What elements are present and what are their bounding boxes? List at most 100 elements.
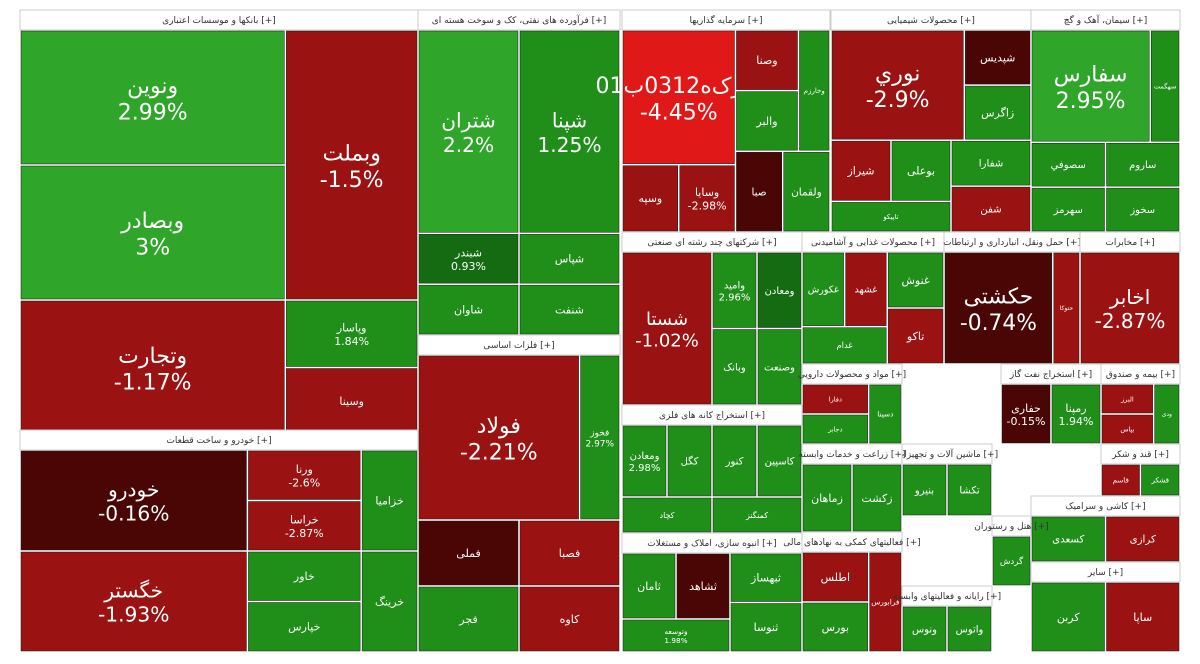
tile-15-2[interactable] bbox=[869, 384, 902, 444]
tile-3-0[interactable] bbox=[418, 355, 579, 520]
tile-3-5[interactable] bbox=[519, 586, 620, 652]
tile-19-2[interactable] bbox=[869, 552, 902, 652]
tile-0-3[interactable] bbox=[20, 300, 285, 435]
tile-19-0[interactable] bbox=[802, 552, 868, 602]
tile-6-0[interactable] bbox=[622, 425, 667, 497]
tile-1-1[interactable] bbox=[20, 551, 247, 652]
tile-8-3[interactable] bbox=[831, 140, 891, 201]
tile-4-2[interactable] bbox=[679, 165, 735, 232]
tile-23-1[interactable] bbox=[1106, 582, 1180, 652]
tile-16-0[interactable] bbox=[1101, 464, 1140, 496]
tile-6-2[interactable] bbox=[622, 497, 712, 533]
tile-6-3[interactable] bbox=[712, 425, 757, 497]
tile-1-7[interactable] bbox=[361, 551, 418, 652]
tile-22-0[interactable] bbox=[992, 536, 1031, 586]
tile-10-1[interactable] bbox=[845, 252, 887, 326]
tile-20-1[interactable] bbox=[947, 606, 992, 652]
tile-7-2[interactable] bbox=[622, 619, 730, 652]
tile-4-6[interactable] bbox=[736, 151, 782, 232]
tile-7-3[interactable] bbox=[730, 553, 802, 602]
tile-8-2[interactable] bbox=[965, 85, 1031, 140]
tile-9-5[interactable] bbox=[1106, 187, 1180, 232]
tile-11-0[interactable] bbox=[944, 252, 1053, 364]
tile-14-0[interactable] bbox=[1101, 384, 1153, 414]
tile-14-1[interactable] bbox=[1101, 414, 1153, 444]
sector-header[interactable] bbox=[621, 404, 803, 426]
sector-header[interactable] bbox=[1100, 363, 1181, 385]
tile-1-2[interactable] bbox=[248, 450, 361, 500]
tile-4-4[interactable] bbox=[736, 91, 798, 151]
sector-header[interactable] bbox=[1100, 443, 1181, 465]
tile-3-2[interactable] bbox=[418, 520, 519, 586]
tile-2-5[interactable] bbox=[519, 284, 620, 335]
tile-9-2[interactable] bbox=[1031, 142, 1105, 187]
tile-1-5[interactable] bbox=[248, 551, 361, 601]
tile-8-7[interactable] bbox=[951, 186, 1031, 232]
tile-6-1[interactable] bbox=[667, 425, 712, 497]
sector-header[interactable] bbox=[901, 585, 993, 607]
tile-0-1[interactable] bbox=[20, 165, 285, 300]
tile-8-1[interactable] bbox=[965, 30, 1031, 85]
tile-6-4[interactable] bbox=[757, 425, 802, 497]
tile-21-1[interactable] bbox=[1106, 516, 1180, 562]
tile-1-4[interactable] bbox=[361, 450, 418, 551]
tile-2-4[interactable] bbox=[519, 234, 620, 284]
tile-8-6[interactable] bbox=[951, 140, 1031, 186]
tile-1-0[interactable] bbox=[20, 450, 247, 551]
tile-0-0[interactable] bbox=[20, 30, 285, 165]
tile-3-4[interactable] bbox=[519, 520, 620, 586]
tile-3-1[interactable] bbox=[580, 355, 620, 520]
tile-15-1[interactable] bbox=[802, 414, 868, 444]
sector-header[interactable] bbox=[621, 9, 831, 31]
sector-header[interactable] bbox=[417, 9, 621, 31]
tile-18-1[interactable] bbox=[852, 464, 902, 532]
sector-header[interactable] bbox=[801, 531, 903, 553]
tile-5-2[interactable] bbox=[757, 252, 802, 328]
sector-header[interactable] bbox=[801, 363, 903, 385]
tile-5-1[interactable] bbox=[712, 252, 757, 328]
tile-9-4[interactable] bbox=[1106, 142, 1180, 187]
sector-header[interactable] bbox=[417, 334, 621, 356]
tile-11-1[interactable] bbox=[1053, 252, 1080, 364]
tile-7-0[interactable] bbox=[622, 553, 676, 619]
tile-8-0[interactable] bbox=[831, 30, 964, 140]
tile-10-2[interactable] bbox=[802, 327, 887, 364]
tile-16-1[interactable] bbox=[1141, 464, 1180, 496]
tile-21-0[interactable] bbox=[1031, 516, 1105, 562]
tile-6-5[interactable] bbox=[712, 497, 802, 533]
tile-2-3[interactable] bbox=[418, 284, 519, 335]
tile-20-0[interactable] bbox=[902, 606, 947, 652]
tile-17-1[interactable] bbox=[947, 464, 992, 516]
tile-7-4[interactable] bbox=[730, 603, 802, 652]
tile-1-6[interactable] bbox=[248, 602, 361, 652]
tile-0-4[interactable] bbox=[286, 300, 418, 367]
tile-5-0[interactable] bbox=[622, 252, 712, 405]
tile-4-1[interactable] bbox=[622, 165, 678, 232]
tile-18-0[interactable] bbox=[802, 464, 852, 532]
tile-4-7[interactable] bbox=[783, 151, 830, 232]
tile-15-0[interactable] bbox=[802, 384, 868, 414]
sector-header[interactable] bbox=[801, 443, 903, 465]
tile-4-5[interactable] bbox=[799, 30, 830, 151]
tile-10-4[interactable] bbox=[887, 308, 944, 364]
sector-header[interactable] bbox=[19, 429, 419, 451]
tile-8-4[interactable] bbox=[891, 140, 951, 201]
tile-10-3[interactable] bbox=[887, 252, 944, 308]
tile-8-5[interactable] bbox=[831, 202, 951, 232]
tile-13-1[interactable] bbox=[1051, 384, 1101, 444]
tile-0-2[interactable] bbox=[286, 30, 418, 300]
tile-12-0[interactable] bbox=[1080, 252, 1180, 364]
sector-header[interactable] bbox=[1030, 561, 1181, 583]
tile-3-3[interactable] bbox=[418, 586, 519, 652]
tile-2-0[interactable] bbox=[418, 30, 519, 233]
tile-5-4[interactable] bbox=[757, 329, 802, 405]
tile-5-3[interactable] bbox=[712, 329, 757, 405]
tile-4-0[interactable] bbox=[622, 30, 735, 164]
tile-13-0[interactable] bbox=[1001, 384, 1051, 444]
tile-9-1[interactable] bbox=[1150, 30, 1180, 142]
tile-2-1[interactable] bbox=[519, 30, 620, 233]
tile-1-3[interactable] bbox=[248, 501, 361, 551]
tile-9-3[interactable] bbox=[1031, 187, 1105, 232]
tile-7-1[interactable] bbox=[676, 553, 730, 619]
tile-17-0[interactable] bbox=[902, 464, 947, 516]
